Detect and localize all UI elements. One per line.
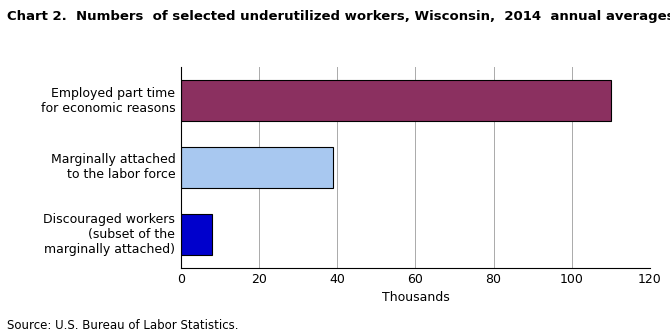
Bar: [181, 80, 611, 121]
Text: Chart 2.  Numbers  of selected underutilized workers, Wisconsin,  2014  annual a: Chart 2. Numbers of selected underutiliz…: [7, 10, 670, 23]
Bar: [181, 214, 212, 255]
Text: Source: U.S. Bureau of Labor Statistics.: Source: U.S. Bureau of Labor Statistics.: [7, 319, 239, 332]
X-axis label: Thousands: Thousands: [381, 291, 450, 305]
Bar: [181, 147, 334, 188]
